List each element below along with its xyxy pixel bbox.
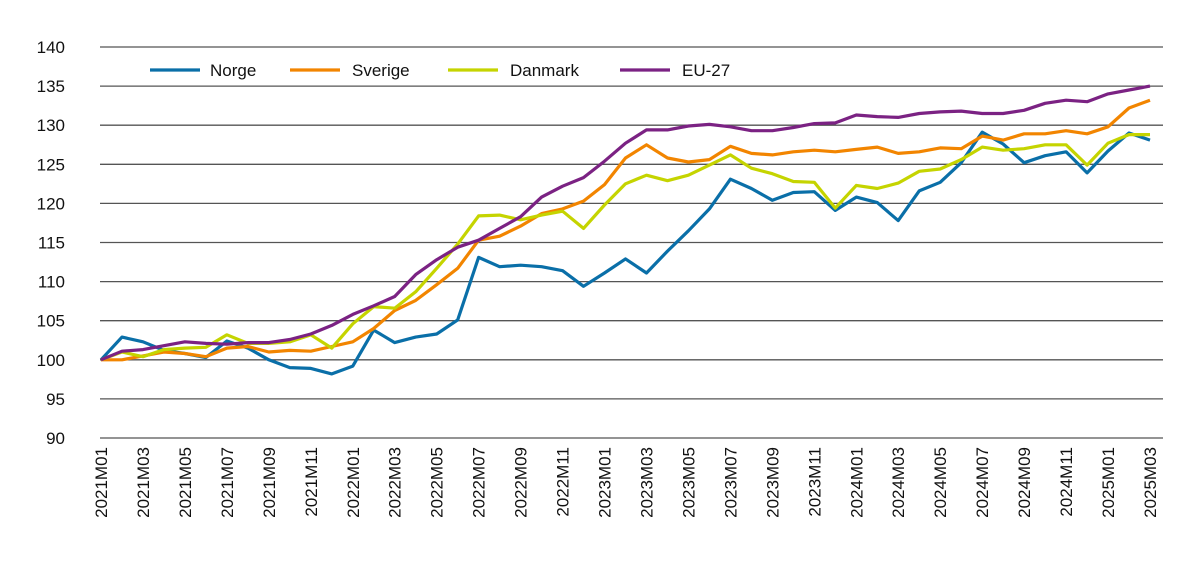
x-tick-label: 2024M11	[1057, 447, 1076, 517]
y-tick-label: 125	[37, 155, 65, 174]
x-tick-label: 2021M05	[176, 447, 195, 518]
legend: Norge Sverige Danmark EU-27	[150, 61, 730, 80]
x-tick-label: 2025M01	[1099, 447, 1118, 518]
series-line-danmark	[100, 133, 1150, 362]
x-tick-label: 2023M05	[679, 447, 698, 518]
series-line-sverige	[101, 98, 1151, 362]
y-tick-label: 140	[37, 38, 65, 57]
x-tick-label: 2023M01	[596, 447, 615, 518]
x-tick-label: 2021M01	[92, 447, 111, 518]
x-tick-label: 2022M01	[344, 447, 363, 518]
legend-label: Danmark	[510, 61, 579, 80]
x-tick-label: 2022M07	[470, 447, 489, 518]
y-tick-label: 130	[37, 116, 65, 135]
x-tick-label: 2024M07	[973, 447, 992, 518]
x-tick-label: 2022M09	[512, 447, 531, 518]
x-tick-label: 2022M11	[554, 447, 573, 517]
x-tick-label: 2021M09	[260, 447, 279, 518]
y-tick-label: 95	[46, 390, 65, 409]
x-tick-label: 2021M07	[218, 447, 237, 518]
x-tick-label: 2022M05	[428, 447, 447, 518]
y-tick-label: 100	[37, 351, 65, 370]
x-tick-label: 2024M09	[1015, 447, 1034, 518]
y-tick-label: 115	[38, 234, 65, 253]
series-line-eu-27	[100, 84, 1151, 362]
x-axis-ticks: 2021M01 2021M03 2021M05 2021M07 2021M09 2021M…	[92, 447, 1160, 518]
y-tick-label: 110	[38, 273, 65, 292]
x-tick-label: 2023M11	[805, 447, 824, 517]
y-tick-label: 105	[37, 312, 65, 331]
x-tick-label: 2023M09	[763, 447, 782, 518]
series-line-norge	[99, 130, 1151, 376]
gridlines	[100, 46, 1163, 439]
legend-label: EU-27	[682, 61, 730, 80]
x-tick-label: 2024M03	[889, 447, 908, 518]
x-tick-label: 2025M03	[1141, 447, 1160, 518]
y-tick-label: 90	[46, 429, 65, 448]
x-tick-label: 2021M11	[302, 447, 321, 517]
x-tick-label: 2024M05	[931, 447, 950, 518]
x-tick-label: 2024M01	[847, 447, 866, 518]
x-tick-label: 2022M03	[386, 447, 405, 518]
y-axis-ticks: 90 95 100 105 110 115 120 125 130 135 140	[37, 38, 65, 448]
x-tick-label: 2023M07	[721, 447, 740, 518]
series-lines	[99, 84, 1151, 376]
y-tick-label: 120	[37, 194, 65, 213]
y-tick-label: 135	[37, 77, 65, 96]
x-tick-label: 2021M03	[134, 447, 153, 518]
legend-label: Sverige	[352, 61, 410, 80]
x-tick-label: 2023M03	[637, 447, 656, 518]
legend-label: Norge	[210, 61, 256, 80]
